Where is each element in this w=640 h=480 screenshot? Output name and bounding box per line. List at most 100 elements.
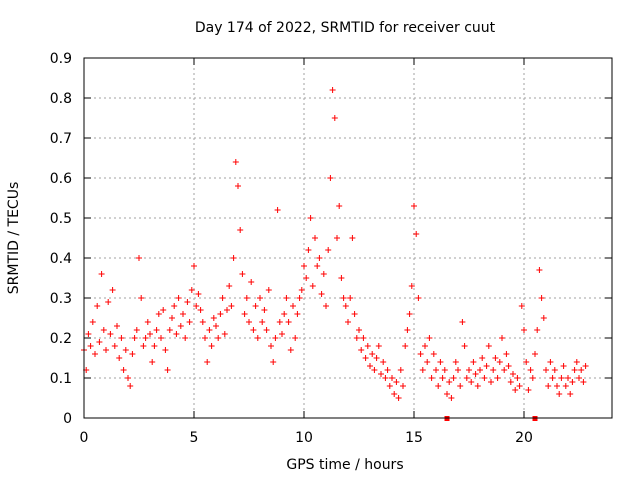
data-point-0-47: [184, 299, 191, 305]
data-point-0-80: [257, 295, 263, 301]
data-point-0-114: [331, 115, 338, 121]
data-point-0-88: [274, 207, 281, 213]
data-point-0-95: [290, 303, 296, 309]
data-point-0-20: [125, 375, 131, 381]
data-point-0-182: [481, 375, 488, 381]
data-point-0-213: [549, 375, 556, 381]
data-point-0-77: [250, 327, 257, 333]
y-tick-label-8: 0.8: [50, 91, 72, 107]
data-point-0-191: [501, 367, 508, 373]
data-point-0-40: [169, 315, 175, 321]
y-tick-label-2: 0.2: [50, 331, 72, 347]
data-point-0-99: [298, 287, 305, 293]
data-point-0-188: [494, 375, 501, 381]
data-point-0-91: [281, 311, 288, 317]
data-point-0-214: [551, 367, 558, 373]
data-point-0-61: [215, 335, 222, 341]
data-point-0-223: [571, 367, 578, 373]
data-point-0-208: [538, 295, 545, 301]
data-point-0-165: [444, 391, 450, 397]
data-point-0-5: [92, 351, 98, 357]
data-point-0-101: [303, 275, 310, 281]
data-point-0-210: [543, 367, 549, 373]
data-point-0-98: [296, 295, 303, 301]
data-point-0-152: [415, 295, 422, 301]
data-point-0-11: [105, 299, 112, 305]
data-point-0-149: [408, 283, 415, 289]
data-point-0-79: [254, 335, 261, 341]
data-point-0-57: [206, 327, 213, 333]
data-point-0-215: [554, 383, 560, 389]
data-point-0-157: [426, 335, 433, 341]
data-point-0-128: [362, 355, 369, 361]
data-point-0-39: [166, 327, 173, 333]
data-point-0-81: [259, 319, 266, 325]
data-point-0-90: [279, 331, 285, 337]
data-point-0-55: [202, 335, 208, 341]
data-point-0-8: [98, 271, 105, 277]
data-point-0-15: [114, 323, 120, 329]
data-point-0-46: [182, 335, 189, 341]
data-point-0-25: [136, 255, 142, 261]
data-point-0-37: [162, 347, 169, 353]
data-point-0-132: [371, 367, 378, 373]
data-point-0-38: [164, 367, 171, 373]
data-point-0-17: [118, 335, 125, 341]
data-point-0-123: [351, 311, 358, 317]
data-point-0-50: [191, 263, 197, 269]
data-point-0-66: [226, 283, 233, 289]
data-point-0-93: [285, 319, 292, 325]
data-point-0-2: [85, 331, 92, 337]
data-point-0-151: [413, 231, 420, 237]
data-point-0-96: [292, 335, 299, 341]
data-point-0-34: [155, 311, 162, 317]
data-point-0-6: [94, 303, 101, 309]
data-point-0-201: [523, 359, 530, 365]
data-point-0-216: [556, 391, 563, 397]
data-point-0-144: [397, 367, 404, 373]
data-point-0-113: [329, 87, 336, 93]
data-point-0-174: [463, 375, 470, 381]
data-point-0-22: [129, 351, 136, 357]
data-point-0-89: [276, 319, 283, 325]
data-point-0-228: [582, 363, 589, 369]
data-point-0-87: [272, 335, 279, 341]
data-point-0-31: [149, 359, 156, 365]
plot-frame: [83, 57, 613, 419]
x-tick-label-1: 5: [190, 430, 199, 446]
data-point-0-100: [301, 263, 307, 269]
chart-title: Day 174 of 2022, SRMTID for receiver cuu…: [195, 20, 496, 36]
data-point-0-193: [505, 363, 512, 369]
y-tick-label-0: 0: [63, 411, 72, 427]
data-point-0-58: [208, 343, 215, 349]
data-point-0-102: [305, 247, 312, 253]
data-point-0-120: [345, 319, 351, 325]
data-point-0-14: [111, 343, 118, 349]
data-point-0-130: [367, 363, 373, 369]
data-point-0-48: [186, 319, 193, 325]
data-point-0-16: [116, 355, 123, 361]
data-point-0-54: [199, 319, 206, 325]
data-point-0-118: [340, 295, 347, 301]
data-point-0-85: [268, 343, 274, 349]
data-point-0-220: [565, 375, 571, 381]
x-tick-label-4: 20: [515, 430, 533, 446]
data-point-0-140: [389, 375, 395, 381]
data-point-0-136: [380, 359, 387, 365]
data-point-0-92: [283, 295, 290, 301]
data-point-0-4: [89, 319, 96, 325]
data-point-0-134: [375, 343, 382, 349]
data-point-0-124: [353, 335, 360, 341]
data-point-0-68: [230, 255, 237, 261]
data-point-0-164: [441, 367, 448, 373]
data-point-0-23: [131, 335, 138, 341]
data-point-0-202: [525, 387, 532, 393]
data-point-0-150: [411, 203, 417, 209]
data-point-0-192: [503, 351, 510, 357]
data-point-0-12: [107, 331, 114, 337]
data-point-0-160: [433, 367, 439, 373]
data-point-0-69: [232, 159, 239, 165]
data-point-0-7: [96, 339, 103, 345]
data-point-0-175: [466, 367, 472, 373]
data-point-0-127: [360, 335, 367, 341]
